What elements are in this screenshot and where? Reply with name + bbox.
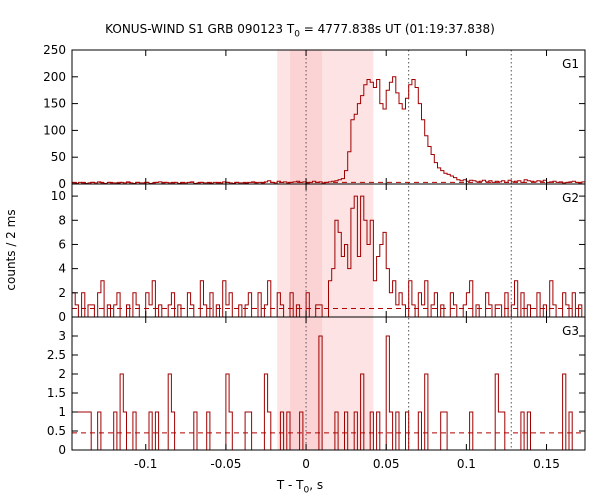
y-tick-label-g3-4: 2 xyxy=(58,367,66,381)
y-tick-label-g1-4: 200 xyxy=(43,70,66,84)
y-tick-label-g1-2: 100 xyxy=(43,123,66,137)
x-tick-label-3: 0.05 xyxy=(373,457,400,471)
x-axis-label-prefix: T - T xyxy=(276,478,304,492)
y-tick-label-g3-1: 0.5 xyxy=(47,424,66,438)
x-axis-label: T - T0, s xyxy=(0,478,600,495)
y-axis-label: counts / 2 ms xyxy=(4,209,18,291)
y-tick-label-g2-3: 6 xyxy=(58,237,66,251)
y-tick-label-g3-6: 3 xyxy=(58,329,66,343)
histogram-g1 xyxy=(72,76,585,184)
chart-title-suffix: = 4777.838s UT (01:19:37.838) xyxy=(299,22,495,36)
x-axis-label-suffix: , s xyxy=(309,478,324,492)
y-tick-label-g1-5: 250 xyxy=(43,43,66,57)
panel-label-g1: G1 xyxy=(562,57,579,71)
y-tick-label-g2-2: 4 xyxy=(58,262,66,276)
chart-title-sub: 0 xyxy=(294,29,300,40)
y-tick-label-g3-3: 1.5 xyxy=(47,386,66,400)
x-tick-label-4: 0.1 xyxy=(457,457,476,471)
y-tick-label-g3-2: 1 xyxy=(58,405,66,419)
x-tick-label-5: 0.15 xyxy=(533,457,560,471)
x-tick-label-0: -0.1 xyxy=(134,457,157,471)
y-tick-label-g2-1: 2 xyxy=(58,286,66,300)
y-tick-label-g3-5: 2.5 xyxy=(47,348,66,362)
y-tick-label-g2-4: 8 xyxy=(58,213,66,227)
panel-frame-g3 xyxy=(71,316,586,451)
x-tick-label-2: 0 xyxy=(302,457,310,471)
x-tick-label-1: -0.05 xyxy=(210,457,241,471)
chart-title: KONUS-WIND S1 GRB 090123 T0 = 4777.838s … xyxy=(0,22,600,39)
y-tick-label-g3-0: 0 xyxy=(58,443,66,457)
chart-title-prefix: KONUS-WIND S1 GRB 090123 T xyxy=(105,22,295,36)
panel-label-g2: G2 xyxy=(562,191,579,205)
x-axis-label-sub: 0 xyxy=(303,485,310,496)
y-tick-label-g1-1: 50 xyxy=(51,150,66,164)
y-tick-label-g1-0: 0 xyxy=(58,177,66,191)
y-tick-label-g2-0: 0 xyxy=(58,310,66,324)
y-tick-label-g1-3: 150 xyxy=(43,97,66,111)
panel-label-g3: G3 xyxy=(562,324,579,338)
y-tick-label-g2-5: 10 xyxy=(51,189,66,203)
